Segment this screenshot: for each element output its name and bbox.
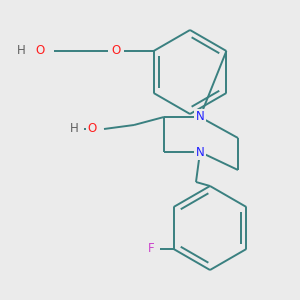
Text: N: N bbox=[196, 146, 204, 158]
Text: O: O bbox=[87, 122, 97, 136]
Text: O: O bbox=[111, 44, 120, 58]
Text: F: F bbox=[148, 242, 155, 256]
Text: N: N bbox=[196, 110, 204, 124]
Text: H: H bbox=[70, 122, 78, 136]
Text: H: H bbox=[17, 44, 26, 58]
Text: O: O bbox=[35, 44, 44, 58]
